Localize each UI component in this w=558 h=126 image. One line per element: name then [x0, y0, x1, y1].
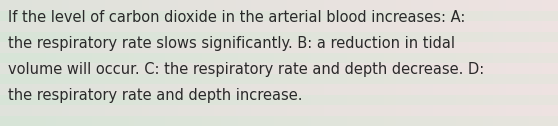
Text: the respiratory rate and depth increase.: the respiratory rate and depth increase.: [8, 88, 303, 103]
Text: volume will occur. C: the respiratory rate and depth decrease. D:: volume will occur. C: the respiratory ra…: [8, 62, 484, 77]
Text: the respiratory rate slows significantly. B: a reduction in tidal: the respiratory rate slows significantly…: [8, 36, 455, 51]
Text: If the level of carbon dioxide in the arterial blood increases: A:: If the level of carbon dioxide in the ar…: [8, 10, 466, 25]
